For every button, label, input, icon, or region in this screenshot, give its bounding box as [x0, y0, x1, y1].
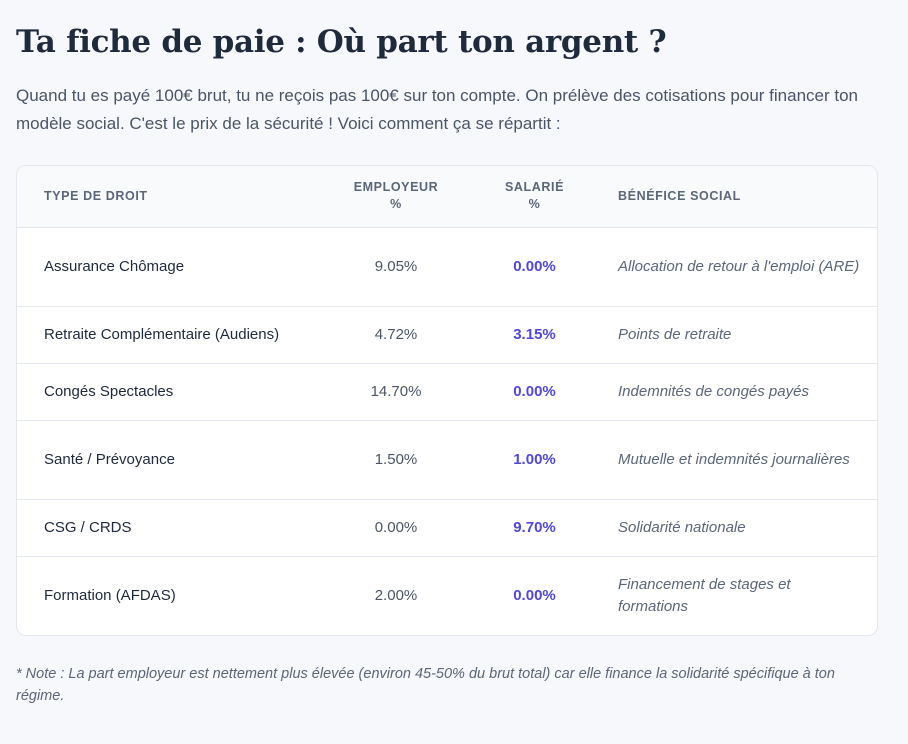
row-employee-rate: 9.70%	[465, 499, 604, 557]
page-title: Ta fiche de paie : Où part ton argent ?	[16, 24, 667, 60]
row-benefit: Points de retraite	[604, 306, 877, 364]
row-employer-rate: 9.05%	[327, 227, 465, 307]
row-type: Congés Spectacles	[17, 363, 327, 421]
header-employee-label: SALARIÉ	[504, 180, 565, 195]
page-container: Ta fiche de paie : Où part ton argent ? …	[16, 24, 878, 704]
table-row: Assurance Chômage 9.05% 0.00% Allocation…	[17, 227, 877, 307]
row-employer-rate: 2.00%	[374, 586, 418, 604]
header-employee: SALARIÉ %	[465, 166, 604, 228]
row-type: Retraite Complémentaire (Audiens)	[17, 306, 327, 364]
row-employer-rate: 0.00%	[327, 499, 465, 557]
row-type: Santé / Prévoyance	[17, 420, 327, 500]
row-employee-rate: 0.00%	[465, 227, 604, 307]
table-row: Santé / Prévoyance 1.50% 1.00% Mutuelle …	[17, 420, 877, 500]
table-row: CSG / CRDS 0.00% 9.70% Solidarité nation…	[17, 499, 877, 557]
table-row: Retraite Complémentaire (Audiens) 4.72% …	[17, 306, 877, 364]
row-benefit: Indemnités de congés payés	[604, 363, 877, 421]
table-header: TYPE DE DROIT EMPLOYEUR % SALARIÉ % BÉNÉ…	[17, 166, 877, 228]
row-benefit: Financement de stages et formations	[618, 575, 791, 615]
row-type: Formation (AFDAS)	[44, 586, 176, 604]
header-employer-unit: %	[390, 197, 402, 212]
row-benefit: Allocation de retour à l'emploi (ARE)	[604, 227, 877, 307]
table-row: Congés Spectacles 14.70% 0.00% Indemnité…	[17, 363, 877, 421]
row-employer-rate: 4.72%	[327, 306, 465, 364]
contributions-table: TYPE DE DROIT EMPLOYEUR % SALARIÉ % BÉNÉ…	[17, 166, 877, 635]
table-body: Assurance Chômage 9.05% 0.00% Allocation…	[17, 227, 877, 635]
row-employee-rate: 0.00%	[513, 586, 556, 604]
row-type: Assurance Chômage	[17, 227, 327, 307]
footnote: * Note : La part employeur est nettement…	[16, 666, 835, 704]
table-header-row: TYPE DE DROIT EMPLOYEUR % SALARIÉ % BÉNÉ…	[17, 166, 877, 228]
row-type: CSG / CRDS	[17, 499, 327, 557]
intro-paragraph: Quand tu es payé 100€ brut, tu ne reçois…	[16, 86, 859, 133]
row-benefit: Solidarité nationale	[604, 499, 877, 557]
header-employee-unit: %	[528, 197, 541, 212]
contributions-table-card: TYPE DE DROIT EMPLOYEUR % SALARIÉ % BÉNÉ…	[16, 165, 878, 636]
header-employer-label: EMPLOYEUR	[353, 180, 439, 195]
header-employer: EMPLOYEUR %	[327, 166, 465, 228]
row-employer-rate: 14.70%	[327, 363, 465, 421]
header-benefit: BÉNÉFICE SOCIAL	[604, 166, 877, 228]
row-employer-rate: 1.50%	[327, 420, 465, 500]
row-employee-rate: 0.00%	[465, 363, 604, 421]
table-row: Formation (AFDAS) 2.00% 0.00% Financemen…	[17, 556, 877, 635]
row-benefit: Mutuelle et indemnités journalières	[604, 420, 877, 500]
row-employee-rate: 3.15%	[465, 306, 604, 364]
header-type: TYPE DE DROIT	[17, 166, 327, 228]
row-employee-rate: 1.00%	[465, 420, 604, 500]
